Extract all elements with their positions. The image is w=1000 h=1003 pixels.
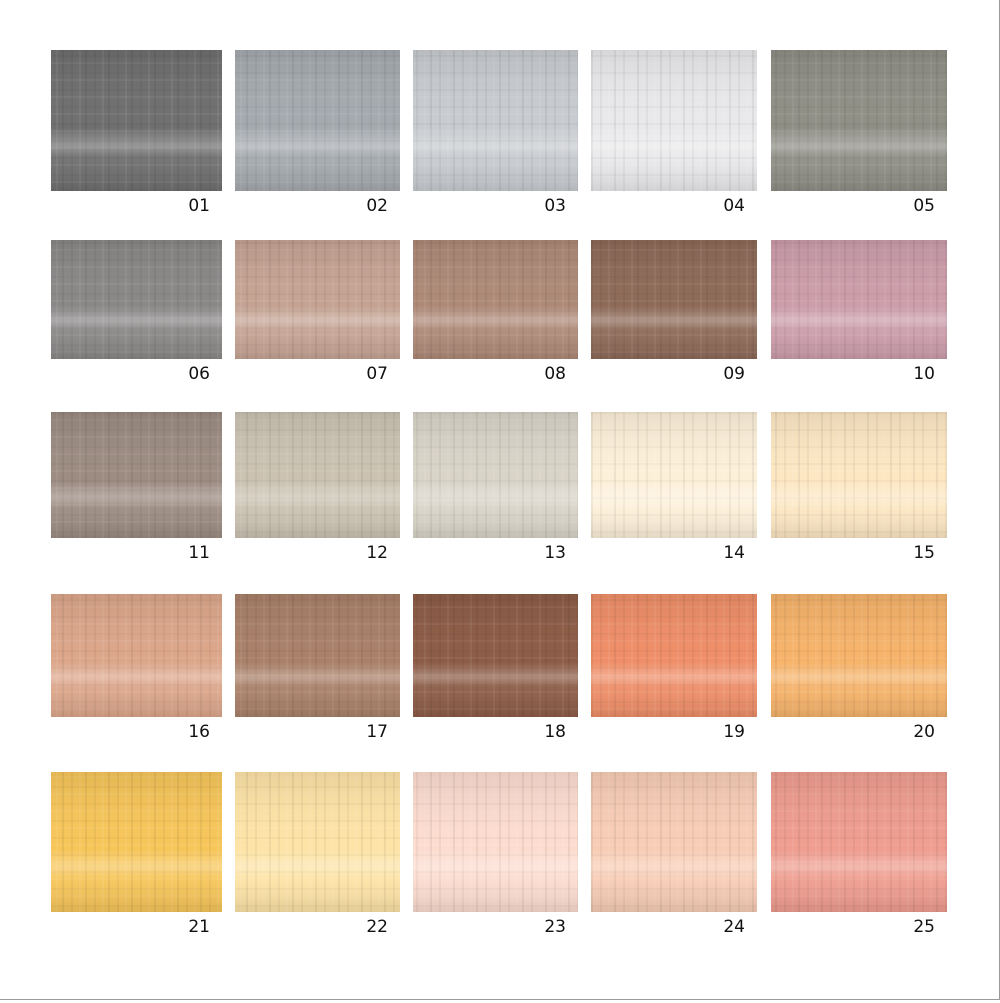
swatch-label: 07 bbox=[366, 364, 388, 384]
swatch-shading bbox=[591, 50, 757, 191]
swatch-label: 02 bbox=[366, 196, 388, 216]
swatch-label: 16 bbox=[188, 722, 210, 742]
swatch-label: 08 bbox=[544, 364, 566, 384]
swatch-shading bbox=[235, 412, 400, 538]
swatch-label: 25 bbox=[913, 917, 935, 937]
swatch-shading bbox=[771, 412, 947, 538]
swatch-shading bbox=[771, 772, 947, 912]
swatch-label: 06 bbox=[188, 364, 210, 384]
swatch-label: 11 bbox=[188, 543, 210, 563]
swatch-shading bbox=[771, 240, 947, 359]
swatch-shading bbox=[235, 50, 400, 191]
swatch-shading bbox=[591, 772, 757, 912]
swatch-label: 22 bbox=[366, 917, 388, 937]
swatch-label: 19 bbox=[723, 722, 745, 742]
swatch-shading bbox=[591, 594, 757, 717]
swatch-shading bbox=[51, 412, 222, 538]
swatch-shading bbox=[413, 594, 578, 717]
swatch-label: 09 bbox=[723, 364, 745, 384]
swatch-label: 12 bbox=[366, 543, 388, 563]
swatch-label: 10 bbox=[913, 364, 935, 384]
swatch-shading bbox=[235, 240, 400, 359]
swatch-shading bbox=[591, 240, 757, 359]
swatch-label: 20 bbox=[913, 722, 935, 742]
swatch-shading bbox=[51, 50, 222, 191]
swatch-shading bbox=[235, 772, 400, 912]
swatch-shading bbox=[591, 412, 757, 538]
swatch-shading bbox=[235, 594, 400, 717]
swatch-shading bbox=[771, 594, 947, 717]
swatch-shading bbox=[413, 50, 578, 191]
swatch-label: 23 bbox=[544, 917, 566, 937]
swatch-label: 13 bbox=[544, 543, 566, 563]
swatch-label: 05 bbox=[913, 196, 935, 216]
swatch-label: 17 bbox=[366, 722, 388, 742]
swatch-shading bbox=[51, 772, 222, 912]
swatch-label: 24 bbox=[723, 917, 745, 937]
swatch-shading bbox=[413, 772, 578, 912]
swatch-shading bbox=[51, 240, 222, 359]
swatch-shading bbox=[771, 50, 947, 191]
swatch-label: 18 bbox=[544, 722, 566, 742]
swatch-label: 04 bbox=[723, 196, 745, 216]
swatch-shading bbox=[413, 240, 578, 359]
swatch-label: 21 bbox=[188, 917, 210, 937]
swatch-label: 15 bbox=[913, 543, 935, 563]
swatch-label: 14 bbox=[723, 543, 745, 563]
swatch-shading bbox=[51, 594, 222, 717]
swatch-label: 01 bbox=[188, 196, 210, 216]
swatch-label: 03 bbox=[544, 196, 566, 216]
swatch-shading bbox=[413, 412, 578, 538]
